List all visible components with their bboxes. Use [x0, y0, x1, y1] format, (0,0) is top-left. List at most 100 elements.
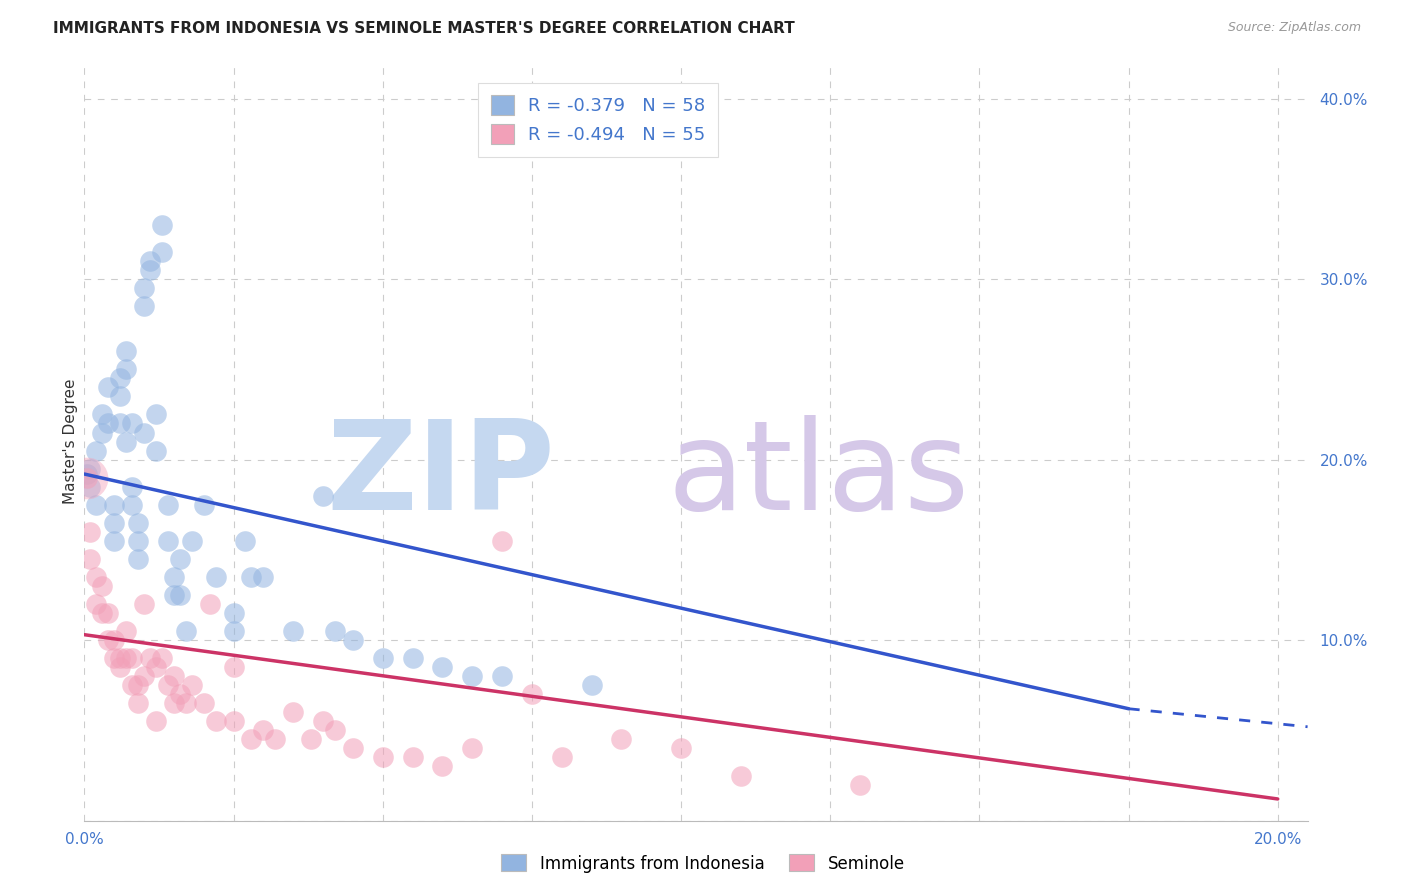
Point — [150, 244, 173, 259]
Point — [669, 741, 692, 756]
Point — [461, 669, 484, 683]
Text: IMMIGRANTS FROM INDONESIA VS SEMINOLE MASTER'S DEGREE CORRELATION CHART: IMMIGRANTS FROM INDONESIA VS SEMINOLE MA… — [53, 21, 796, 36]
Point — [91, 606, 114, 620]
Point — [520, 687, 543, 701]
Point — [180, 678, 202, 692]
Point — [115, 362, 138, 376]
Point — [264, 732, 287, 747]
Point — [235, 533, 257, 548]
Point — [97, 417, 120, 431]
Point — [97, 380, 120, 394]
Point — [127, 552, 149, 566]
Point — [132, 299, 155, 313]
Legend: Immigrants from Indonesia, Seminole: Immigrants from Indonesia, Seminole — [495, 847, 911, 880]
Point — [115, 434, 138, 449]
Point — [252, 723, 274, 738]
Point — [401, 651, 423, 665]
Point — [156, 498, 179, 512]
Point — [79, 461, 101, 475]
Point — [156, 533, 179, 548]
Point — [132, 281, 155, 295]
Point — [84, 597, 107, 611]
Point — [169, 552, 191, 566]
Point — [79, 524, 101, 539]
Point — [163, 696, 186, 710]
Point — [91, 425, 114, 440]
Point — [163, 669, 186, 683]
Point — [342, 633, 364, 648]
Point — [84, 570, 107, 584]
Legend: R = -0.379   N = 58, R = -0.494   N = 55: R = -0.379 N = 58, R = -0.494 N = 55 — [478, 83, 718, 157]
Point — [145, 443, 167, 458]
Point — [108, 417, 131, 431]
Point — [371, 651, 394, 665]
Point — [76, 470, 98, 484]
Point — [121, 480, 143, 494]
Point — [84, 443, 107, 458]
Point — [127, 678, 149, 692]
Point — [127, 516, 149, 530]
Point — [240, 732, 263, 747]
Point — [240, 570, 263, 584]
Point — [150, 651, 173, 665]
Point — [97, 606, 120, 620]
Text: atlas: atlas — [668, 415, 969, 536]
Point — [371, 750, 394, 764]
Point — [76, 467, 98, 481]
Point — [581, 678, 603, 692]
Point — [145, 714, 167, 729]
Point — [145, 660, 167, 674]
Point — [127, 696, 149, 710]
Point — [283, 624, 305, 639]
Point — [91, 408, 114, 422]
Point — [121, 417, 143, 431]
Point — [323, 624, 346, 639]
Point — [127, 533, 149, 548]
Point — [432, 660, 454, 674]
Y-axis label: Master's Degree: Master's Degree — [63, 379, 77, 504]
Point — [222, 714, 245, 729]
Point — [79, 480, 101, 494]
Point — [312, 714, 335, 729]
Point — [312, 489, 335, 503]
Point — [108, 371, 131, 385]
Point — [730, 768, 752, 782]
Point — [79, 552, 101, 566]
Point — [180, 533, 202, 548]
Point — [222, 606, 245, 620]
Point — [193, 696, 215, 710]
Point — [145, 408, 167, 422]
Point — [174, 696, 197, 710]
Point — [91, 579, 114, 593]
Point — [610, 732, 633, 747]
Point — [491, 669, 513, 683]
Point — [323, 723, 346, 738]
Point — [222, 624, 245, 639]
Point — [132, 669, 155, 683]
Point — [121, 651, 143, 665]
Point — [139, 263, 162, 277]
Point — [163, 588, 186, 602]
Point — [432, 759, 454, 773]
Point — [169, 687, 191, 701]
Point — [169, 588, 191, 602]
Point — [204, 714, 226, 729]
Point — [84, 498, 107, 512]
Point — [204, 570, 226, 584]
Point — [222, 660, 245, 674]
Point — [139, 254, 162, 268]
Point — [551, 750, 574, 764]
Point — [76, 470, 98, 484]
Point — [108, 389, 131, 403]
Point — [163, 570, 186, 584]
Point — [150, 218, 173, 232]
Point — [491, 533, 513, 548]
Point — [461, 741, 484, 756]
Point — [193, 498, 215, 512]
Point — [132, 597, 155, 611]
Point — [108, 651, 131, 665]
Point — [342, 741, 364, 756]
Point — [103, 633, 125, 648]
Point — [401, 750, 423, 764]
Text: Source: ZipAtlas.com: Source: ZipAtlas.com — [1227, 21, 1361, 34]
